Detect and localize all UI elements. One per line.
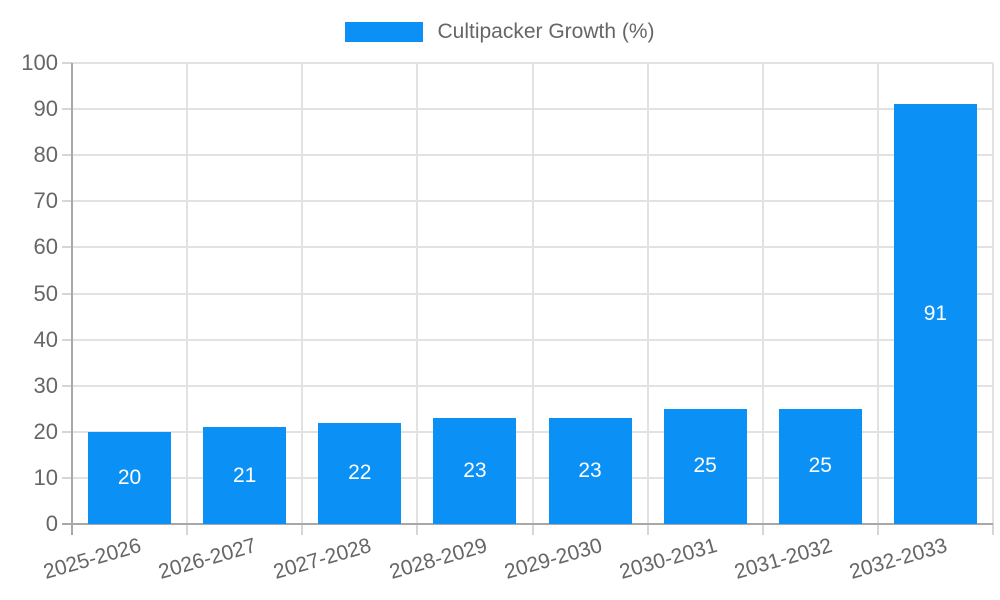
bar: 25 [663, 408, 747, 524]
y-axis-tick [62, 476, 72, 479]
legend-series-label: Cultipacker Growth (%) [437, 20, 655, 43]
y-axis-line [71, 63, 73, 535]
bar: 22 [318, 422, 402, 524]
y-axis-tick [62, 384, 72, 387]
y-axis-tick [62, 292, 72, 295]
bar-value-label: 20 [117, 465, 142, 489]
x-axis-line [62, 523, 993, 525]
bar-value-label: 21 [233, 463, 257, 487]
x-axis-tick-label: 2027-2028 [271, 534, 375, 584]
bar-value-label: 22 [348, 461, 372, 485]
y-axis-tick [62, 200, 72, 203]
y-axis-tick-label: 20 [33, 418, 58, 444]
y-axis-tick [62, 62, 72, 64]
y-axis-tick-label: 50 [33, 280, 58, 306]
x-axis-tick-label: 2028-2029 [386, 534, 490, 584]
gridline-vertical [301, 63, 304, 524]
bar: 91 [893, 104, 977, 524]
legend-item[interactable]: Cultipacker Growth (%) [345, 20, 655, 44]
x-axis-tick [531, 524, 534, 535]
x-axis-tick-label: 2026-2027 [156, 534, 260, 584]
bar: 21 [203, 427, 287, 524]
chart-legend: Cultipacker Growth (%) [0, 20, 1000, 44]
x-axis-tick [301, 524, 304, 535]
y-axis-tick [62, 108, 72, 111]
gridline-vertical [416, 63, 419, 524]
gridline-vertical [876, 63, 879, 524]
x-axis-tick [761, 524, 764, 535]
y-axis-tick-label: 100 [21, 50, 58, 75]
gridline-vertical [761, 63, 764, 524]
y-axis-tick-label: 90 [33, 96, 58, 122]
x-axis-tick [876, 524, 879, 535]
x-axis-tick-label: 2029-2030 [501, 534, 605, 584]
y-axis-tick [62, 430, 72, 433]
x-axis-tick-label: 2030-2031 [616, 534, 720, 584]
y-axis-tick-label: 0 [45, 511, 58, 536]
bar-value-label: 91 [923, 302, 948, 326]
bar-value-label: 25 [808, 454, 832, 478]
gridline-vertical [992, 63, 994, 524]
y-axis-tick-label: 10 [33, 464, 58, 490]
y-axis-tick-label: 60 [33, 234, 58, 260]
y-axis-tick [62, 154, 72, 157]
x-axis-tick [992, 524, 994, 535]
x-axis-tick-label: 2031-2032 [731, 534, 835, 584]
bar: 20 [88, 431, 172, 524]
gridline-vertical [186, 63, 189, 524]
x-axis-tick-label: 2025-2026 [41, 534, 144, 584]
y-axis-tick [62, 338, 72, 341]
gridline-vertical [531, 63, 534, 524]
bar: 25 [778, 408, 862, 524]
y-axis-tick-label: 30 [33, 372, 58, 398]
x-axis-tick-label: 2032-2033 [846, 534, 950, 584]
gridline-vertical [646, 63, 649, 524]
bar: 23 [548, 417, 632, 524]
x-axis-tick [646, 524, 649, 535]
legend-color-swatch [345, 22, 424, 42]
y-axis-tick [62, 246, 72, 249]
x-axis-tick [186, 524, 189, 535]
bar-value-label: 25 [693, 454, 717, 478]
y-axis-tick-label: 40 [33, 326, 58, 352]
bar-value-label: 23 [463, 458, 487, 482]
bar-value-label: 23 [578, 458, 602, 482]
y-axis-tick-label: 80 [33, 142, 58, 168]
x-axis-tick [416, 524, 419, 535]
y-axis-tick-label: 70 [33, 188, 58, 214]
bar: 23 [433, 417, 517, 524]
